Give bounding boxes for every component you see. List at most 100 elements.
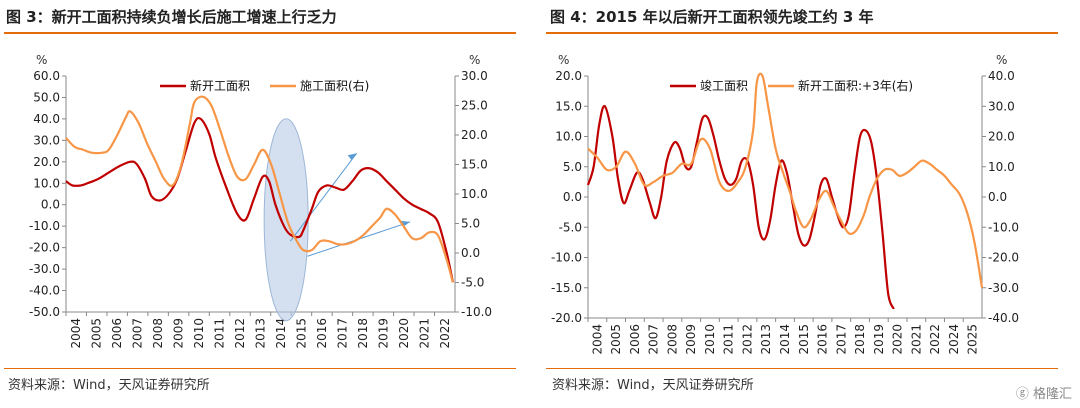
- x-tick-label: 2022: [928, 324, 942, 355]
- x-tick-label: 2008: [665, 324, 679, 355]
- right-y-tick-label: -5.0: [461, 276, 484, 290]
- x-tick-label: 2017: [834, 324, 848, 355]
- left-y-tick-label: -10.0: [29, 219, 60, 233]
- right-y-tick-label: -10.0: [461, 305, 492, 319]
- left-unit-label: %: [558, 53, 569, 67]
- x-tick-label: 2005: [90, 318, 104, 349]
- right-y-tick-label: -30.0: [988, 281, 1019, 295]
- left-title-rule: [4, 32, 516, 34]
- left-y-tick-label: 10.0: [33, 176, 60, 190]
- left-chart: % % 60.0 50.0 40.0 30.0 20.0 10.0 0.0 -10.0 -20.0 -…: [29, 53, 492, 349]
- x-tick-label: 2005: [609, 324, 623, 355]
- right-y-tick-label: 0.0: [988, 190, 1007, 204]
- trend-arrow-upper-head: [347, 153, 357, 161]
- x-tick-label: 2022: [438, 318, 452, 349]
- x-tick-label: 2012: [740, 324, 754, 355]
- right-y-tick-label: 25.0: [461, 99, 488, 113]
- left-chart-title: 图 3：新开工面积持续负增长后施工增速上行乏力: [6, 8, 337, 26]
- right-source: 资料来源：Wind，天风证券研究所: [552, 378, 754, 393]
- right-chart: % % 20.0 15.0 10.0 5.0 0.0 -5.0 -10.0 -15.0 -20.0 4…: [551, 53, 1019, 355]
- left-y-tick-label: 50.0: [33, 90, 60, 104]
- x-tick-label: 2015: [797, 324, 811, 355]
- series-line-0: [65, 116, 454, 283]
- trend-arrow-upper: [290, 152, 358, 242]
- left-y-tick-label: 20.0: [555, 69, 582, 83]
- left-y-tick-label: 10.0: [555, 130, 582, 144]
- x-tick-label: 2015: [294, 318, 308, 349]
- x-tick-label: 2007: [647, 324, 661, 355]
- left-y-tick-label: -20.0: [29, 241, 60, 255]
- x-tick-label: 2016: [315, 318, 329, 349]
- left-bottom-rule: [4, 368, 516, 369]
- right-y-tick-label: 20.0: [461, 128, 488, 142]
- series-line-0: [586, 104, 895, 310]
- x-tick-label: 2009: [172, 318, 186, 349]
- left-y-tick-label: 5.0: [563, 160, 582, 174]
- series-line-1: [587, 72, 984, 288]
- left-y-tick-label: -5.0: [559, 220, 582, 234]
- left-y-tick-label: -50.0: [29, 305, 60, 319]
- right-y-tick-label: -40.0: [988, 311, 1019, 325]
- x-tick-label: 2014: [274, 318, 288, 349]
- x-tick-label: 2011: [213, 318, 227, 349]
- x-tick-label: 2014: [778, 324, 792, 355]
- left-y-tick-label: -30.0: [29, 262, 60, 276]
- right-y-tick-label: 30.0: [461, 69, 488, 83]
- legend-label-1: 施工面积(右): [300, 78, 369, 93]
- left-y-tick-label: -40.0: [29, 284, 60, 298]
- x-tick-label: 2013: [254, 318, 268, 349]
- right-y-tick-label: 15.0: [461, 158, 488, 172]
- right-unit-label: %: [469, 53, 480, 67]
- x-tick-label: 2010: [703, 324, 717, 355]
- right-title-rule: [546, 32, 1058, 34]
- left-y-tick-label: -20.0: [551, 311, 582, 325]
- left-y-tick-label: -10.0: [551, 251, 582, 265]
- x-tick-label: 2020: [397, 318, 411, 349]
- right-y-tick-label: 10.0: [988, 160, 1015, 174]
- x-tick-label: 2018: [853, 324, 867, 355]
- x-tick-label: 2024: [947, 324, 961, 355]
- left-source: 资料来源：Wind，天风证券研究所: [8, 378, 210, 393]
- left-y-tick-label: 0.0: [41, 198, 60, 212]
- x-tick-label: 2004: [590, 324, 604, 355]
- series-line-1: [65, 95, 454, 283]
- right-y-tick-label: 40.0: [988, 69, 1015, 83]
- right-y-tick-label: 10.0: [461, 187, 488, 201]
- right-bottom-rule: [546, 368, 1058, 369]
- x-tick-label: 2017: [335, 318, 349, 349]
- right-y-tick-label: 5.0: [461, 217, 480, 231]
- x-tick-label: 2013: [759, 324, 773, 355]
- x-tick-label: 2016: [816, 324, 830, 355]
- left-y-tick-label: 15.0: [555, 99, 582, 113]
- x-tick-label: 2011: [722, 324, 736, 355]
- x-tick-label: 2010: [192, 318, 206, 349]
- legend-label-0: 新开工面积: [190, 78, 250, 93]
- x-tick-label: 2018: [356, 318, 370, 349]
- x-tick-label: 2021: [909, 324, 923, 355]
- x-tick-label: 2019: [376, 318, 390, 349]
- watermark-logo-icon: ⓖ: [1015, 387, 1029, 402]
- right-chart-title: 图 4：2015 年以后新开工面积领先竣工约 3 年: [550, 8, 874, 26]
- x-tick-label: 2012: [233, 318, 247, 349]
- x-tick-label: 2006: [110, 318, 124, 349]
- right-y-tick-label: 20.0: [988, 130, 1015, 144]
- x-tick-label: 2025: [966, 324, 980, 355]
- x-tick-label: 2020: [891, 324, 905, 355]
- right-y-tick-label: -20.0: [988, 251, 1019, 265]
- watermark: ⓖ 格隆汇: [1016, 383, 1072, 402]
- x-tick-label: 2021: [417, 318, 431, 349]
- right-y-tick-label: -10.0: [988, 220, 1019, 234]
- left-y-tick-label: 40.0: [33, 112, 60, 126]
- x-tick-label: 2009: [684, 324, 698, 355]
- legend-label-1: 新开工面积:+3年(右): [798, 78, 913, 93]
- left-y-tick-label: 0.0: [563, 190, 582, 204]
- watermark-text: 格隆汇: [1032, 387, 1072, 402]
- legend-label-0: 竣工面积: [700, 78, 748, 93]
- right-y-tick-label: 30.0: [988, 99, 1015, 113]
- left-y-tick-label: 30.0: [33, 133, 60, 147]
- x-tick-label: 2007: [131, 318, 145, 349]
- right-unit-label: %: [996, 53, 1007, 67]
- left-y-tick-label: -15.0: [551, 281, 582, 295]
- x-tick-label: 2019: [872, 324, 886, 355]
- left-y-tick-label: 60.0: [33, 69, 60, 83]
